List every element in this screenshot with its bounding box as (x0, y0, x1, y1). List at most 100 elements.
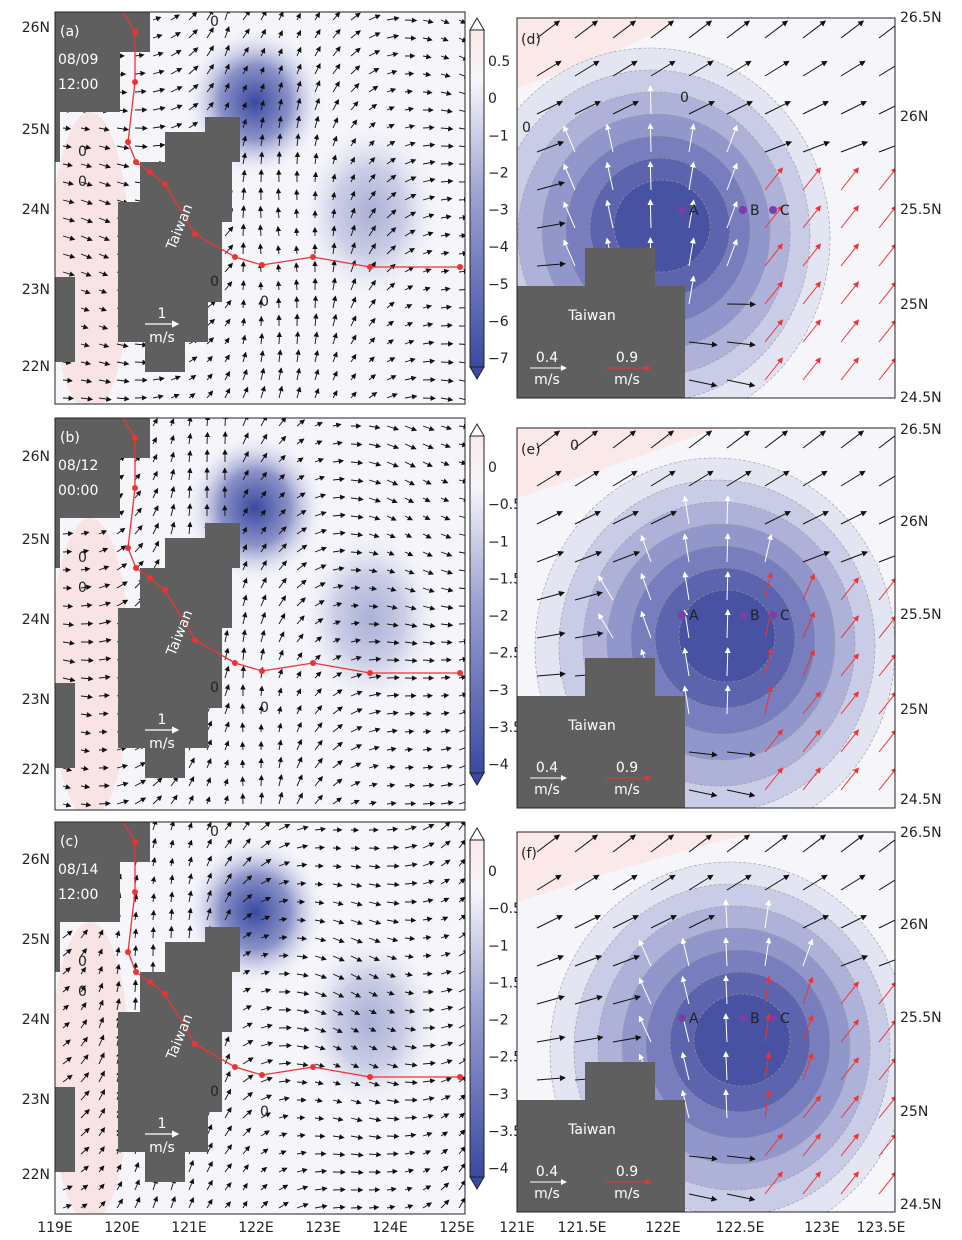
wind-vector (277, 756, 283, 769)
wind-vector (151, 436, 157, 445)
wind-vector (458, 73, 465, 79)
wind-vector (350, 441, 363, 448)
track-point (162, 181, 168, 187)
wind-vector (404, 158, 417, 165)
wind-vector (368, 225, 376, 237)
wind-vector (331, 208, 337, 219)
wind-vector (404, 304, 413, 310)
wind-vector (440, 569, 454, 575)
wind-vector (458, 709, 465, 716)
wind-vector (224, 44, 230, 57)
wind-vector (386, 51, 399, 58)
wind-vector (330, 191, 337, 201)
wind-vector (404, 479, 416, 486)
colorbar-label: −3 (488, 1087, 509, 1103)
wind-vector (314, 654, 321, 661)
wind-vector (422, 533, 432, 539)
wind-vector (80, 126, 91, 132)
wind-vector (440, 639, 453, 646)
wind-vector (188, 374, 197, 381)
wind-vector (368, 691, 382, 698)
wind-vector (278, 1042, 292, 1049)
wind-vector (368, 709, 382, 715)
wind-vector (296, 438, 305, 445)
negative-anomaly (300, 122, 440, 302)
wind-vector (62, 621, 75, 628)
wind-vector (332, 548, 346, 554)
colorbar-label: −6 (488, 314, 509, 330)
wind-vector (80, 765, 89, 772)
wind-vector (242, 369, 248, 381)
wind-vector (296, 527, 308, 535)
panel-frame (54, 11, 466, 405)
colorbar-label: −3 (488, 203, 509, 219)
wind-vector (332, 117, 339, 129)
track-point (125, 949, 131, 955)
wind-vector (404, 89, 413, 95)
wind-vector (296, 721, 302, 733)
panel-label: (d) (521, 32, 541, 48)
wind-vector (368, 443, 382, 449)
wind-vector (368, 461, 382, 467)
wind-vector (240, 317, 247, 327)
track-point (147, 575, 153, 581)
wind-vector (258, 685, 265, 697)
wind-vector (204, 431, 211, 445)
wind-vector (80, 675, 94, 682)
wind-vector (314, 845, 325, 851)
wind-vector (277, 705, 283, 715)
current-vector (647, 85, 654, 115)
wind-vector (277, 98, 284, 111)
wind-vector (278, 577, 287, 589)
contour-label: 0 (210, 14, 219, 30)
wind-vector (278, 12, 284, 21)
wind-vector (241, 135, 248, 147)
lat-label: 25N (900, 702, 928, 718)
wind-vector (80, 378, 93, 384)
site-label: B (750, 608, 760, 624)
scale-unit: m/s (149, 736, 175, 752)
wind-vector (368, 207, 376, 219)
wind-vector (386, 140, 396, 147)
panel-label: (a) (60, 24, 80, 40)
lat-label: 25.5N (900, 1010, 942, 1026)
wind-vector (116, 395, 130, 402)
wind-vector (278, 631, 285, 643)
current-vector (647, 123, 654, 153)
lat-label: 24.5N (900, 1197, 942, 1213)
wind-vector (296, 670, 302, 679)
wind-vector (440, 54, 450, 60)
wind-vector (206, 758, 212, 769)
wind-vector (404, 194, 417, 201)
wind-vector (440, 800, 454, 806)
wind-vector (386, 263, 396, 273)
wind-vector (332, 566, 345, 572)
wind-vector (440, 746, 452, 752)
wind-vector (134, 762, 146, 769)
wind-vector (314, 618, 324, 625)
wind-vector (350, 12, 361, 21)
wind-vector (223, 795, 229, 805)
colorbar-label: −5 (488, 277, 509, 293)
wind-vector (152, 505, 159, 517)
contour-label: 0 (78, 580, 87, 596)
wind-vector (440, 496, 450, 502)
wind-vector (295, 12, 301, 21)
wind-vector (350, 334, 357, 345)
wind-vector (116, 378, 130, 384)
wind-vector (368, 173, 376, 183)
wind-vector (332, 422, 342, 428)
wind-vector (241, 526, 247, 535)
wind-vector (350, 514, 364, 520)
colorbar-label: −1 (488, 938, 509, 954)
wind-vector (422, 286, 431, 292)
wind-vector (134, 88, 147, 95)
wind-vector (116, 545, 127, 553)
wind-vector (404, 728, 415, 735)
lat-label: 26.5N (900, 825, 942, 841)
wind-vector (422, 479, 432, 485)
wind-vector (116, 163, 130, 169)
wind-vector (368, 140, 375, 147)
wind-vector (332, 28, 341, 39)
current-vector (647, 199, 654, 229)
